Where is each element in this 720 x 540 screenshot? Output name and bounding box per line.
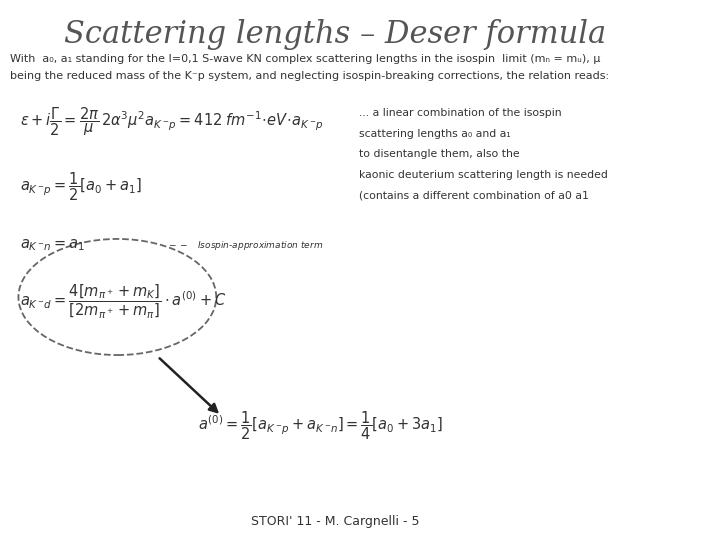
Text: (contains a different combination of a0 a1: (contains a different combination of a0 … bbox=[359, 190, 588, 200]
Text: to disentangle them, also the: to disentangle them, also the bbox=[359, 149, 519, 159]
Text: $\varepsilon + i\dfrac{\Gamma}{2} = \dfrac{2\pi}{\mu}\,2\alpha^3\mu^2 a_{K^-\!p}: $\varepsilon + i\dfrac{\Gamma}{2} = \dfr… bbox=[20, 105, 323, 138]
Text: kaonic deuterium scattering length is needed: kaonic deuterium scattering length is ne… bbox=[359, 170, 608, 180]
Text: scattering lengths a₀ and a₁: scattering lengths a₀ and a₁ bbox=[359, 129, 510, 139]
Text: With  a₀, a₁ standing for the I=0,1 S-wave KN complex scattering lengths in the : With a₀, a₁ standing for the I=0,1 S-wav… bbox=[10, 54, 600, 64]
Text: $a_{K^-\!n} = a_1$: $a_{K^-\!n} = a_1$ bbox=[20, 238, 86, 253]
Text: $a^{(0)} = \dfrac{1}{2}\left[a_{K^-\!p}+a_{K^-\!n}\right] = \dfrac{1}{4}\left[a_: $a^{(0)} = \dfrac{1}{2}\left[a_{K^-\!p}+… bbox=[198, 409, 443, 442]
Text: STORI' 11 - M. Cargnelli - 5: STORI' 11 - M. Cargnelli - 5 bbox=[251, 515, 420, 528]
Text: $a_{K^-\!p} = \dfrac{1}{2}\left[a_0 + a_1\right]$: $a_{K^-\!p} = \dfrac{1}{2}\left[a_0 + a_… bbox=[20, 170, 142, 202]
Text: $-\;-\;$  Isospin-approximation term: $-\;-\;$ Isospin-approximation term bbox=[168, 239, 323, 252]
Text: $a_{K^-\!d} = \dfrac{4[m_{\pi^+}+m_K]}{[2m_{\pi^+}+m_\pi]}\cdot a^{(0)}+C$: $a_{K^-\!d} = \dfrac{4[m_{\pi^+}+m_K]}{[… bbox=[20, 282, 227, 320]
Text: Scattering lengths – Deser formula: Scattering lengths – Deser formula bbox=[64, 19, 606, 50]
Text: being the reduced mass of the K⁻p system, and neglecting isospin-breaking correc: being the reduced mass of the K⁻p system… bbox=[10, 71, 609, 82]
Text: ... a linear combination of the isospin: ... a linear combination of the isospin bbox=[359, 108, 562, 118]
